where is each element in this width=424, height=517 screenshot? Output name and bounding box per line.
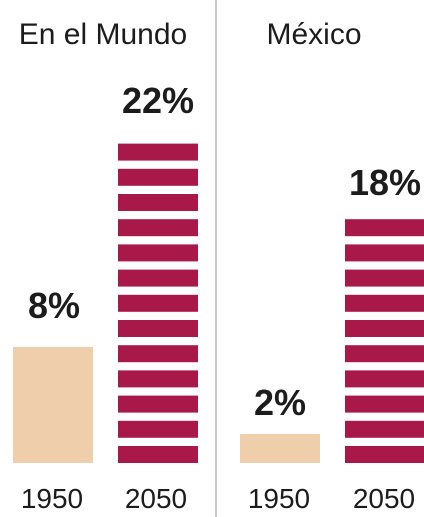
world-bars: [13, 143, 198, 463]
bar-stripe: [345, 420, 424, 438]
bar-stripe: [345, 446, 424, 463]
value-label-world-1950: 8%: [28, 285, 80, 326]
bar-stripe: [118, 143, 198, 161]
category-label-world-1950: 1950: [21, 483, 83, 514]
category-label-mexico-2050: 2050: [353, 483, 415, 514]
bar-stripe: [345, 395, 424, 413]
category-label-mexico-1950: 1950: [248, 483, 310, 514]
bar-stripe: [345, 294, 424, 312]
value-label-mexico-1950: 2%: [254, 382, 306, 423]
bar-stripe: [345, 269, 424, 287]
bar-stripe: [118, 370, 198, 388]
bar-world-1950: [13, 347, 93, 463]
bar-stripe: [345, 370, 424, 388]
bar-stripe: [345, 320, 424, 337]
bar-stripe: [118, 219, 198, 237]
bar-stripe: [118, 244, 198, 262]
bar-mexico-2050: [345, 219, 424, 463]
bar-stripe: [118, 294, 198, 312]
bar-stripe: [118, 446, 198, 463]
bar-stripe: [345, 219, 424, 237]
bar-stripe: [118, 269, 198, 287]
bar-mexico-1950: [240, 434, 320, 463]
bar-stripe: [345, 244, 424, 262]
bar-stripe: [118, 345, 198, 363]
bar-stripe: [118, 420, 198, 438]
bar-stripe: [118, 320, 198, 337]
bar-stripe: [118, 168, 198, 186]
value-label-world-2050: 22%: [122, 80, 194, 121]
mexico-bars: [240, 219, 424, 463]
bar-world-2050: [118, 143, 198, 463]
bar-stripe: [345, 345, 424, 363]
panel-title-mexico: México: [266, 18, 361, 51]
value-label-mexico-2050: 18%: [349, 162, 421, 203]
bar-stripe: [118, 395, 198, 413]
panel-title-world: En el Mundo: [19, 18, 187, 51]
bar-stripe: [118, 194, 198, 211]
category-label-world-2050: 2050: [125, 483, 187, 514]
